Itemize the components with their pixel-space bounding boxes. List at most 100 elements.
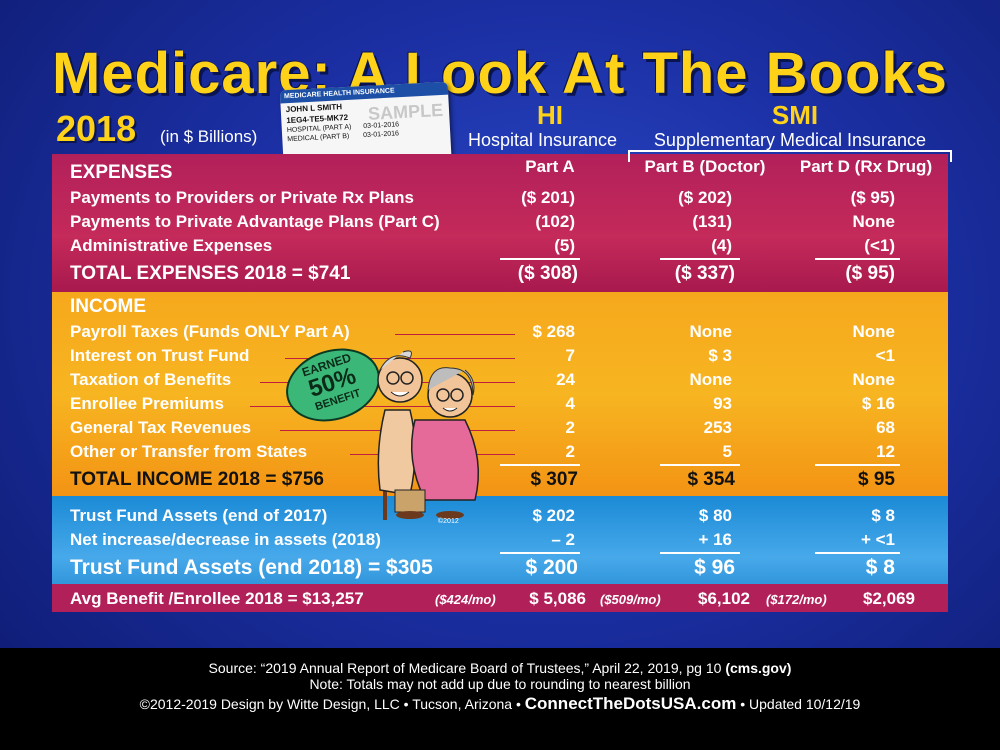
income-d: $ 16 xyxy=(861,394,895,413)
income-row-label: Interest on Trust Fund xyxy=(70,346,250,365)
expense-a: (102) xyxy=(535,212,575,231)
col-part-b: Part B (Doctor) xyxy=(644,157,766,176)
expense-b: (131) xyxy=(692,212,732,231)
expense-a: ($ 201) xyxy=(521,188,575,207)
income-a: $ 268 xyxy=(532,322,575,341)
trust-a: $ 202 xyxy=(532,506,575,525)
income-b: None xyxy=(689,370,733,389)
updated-date: • Updated 10/12/19 xyxy=(740,696,861,712)
leader-line xyxy=(395,334,515,335)
sum-line xyxy=(500,258,580,260)
expense-a: (5) xyxy=(554,236,575,255)
hi-subheader: Hospital Insurance xyxy=(467,130,618,150)
total-income-d: $ 95 xyxy=(858,469,895,490)
income-b: 5 xyxy=(722,442,732,461)
trust-total-a: $ 200 xyxy=(525,556,578,579)
avg-a: $ 5,086 xyxy=(529,589,586,608)
sum-line xyxy=(500,464,580,466)
total-expenses-d: ($ 95) xyxy=(845,263,895,284)
trust-row-label: Net increase/decrease in assets (2018) xyxy=(70,530,381,549)
trust-a: – 2 xyxy=(551,530,575,549)
credits-line: ©2012-2019 Design by Witte Design, LLC •… xyxy=(0,694,1000,714)
trust-fund-band xyxy=(52,496,948,584)
total-expenses-a: ($ 308) xyxy=(517,263,578,284)
website-link[interactable]: ConnectTheDotsUSA.com xyxy=(524,694,737,713)
source-site: (cms.gov) xyxy=(725,660,792,676)
trust-total-label: Trust Fund Assets (end 2018) = $305 xyxy=(70,556,433,579)
income-d: <1 xyxy=(875,346,895,365)
trust-d: + <1 xyxy=(860,530,895,549)
sum-line xyxy=(815,258,900,260)
smi-bracket xyxy=(628,150,952,162)
expense-row-label: Administrative Expenses xyxy=(70,236,273,255)
col-part-d: Part D (Rx Drug) xyxy=(799,157,933,176)
income-a: 2 xyxy=(565,442,575,461)
sum-line xyxy=(660,464,740,466)
card-medical: MEDICAL (PART B) xyxy=(287,132,350,144)
total-income-a: $ 307 xyxy=(530,469,578,490)
page-title: Medicare: A Look At The Books xyxy=(52,41,948,106)
total-income-b: $ 354 xyxy=(687,469,735,490)
rounding-note: Note: Totals may not add up due to round… xyxy=(309,676,691,692)
trust-total-b: $ 96 xyxy=(694,556,735,579)
expenses-band xyxy=(52,154,948,292)
income-a: 7 xyxy=(565,346,575,365)
income-band xyxy=(52,292,948,496)
income-b: 93 xyxy=(713,394,732,413)
smi-subheader: Supplementary Medical Insurance xyxy=(653,130,927,150)
smi-header: SMI xyxy=(771,100,819,130)
trust-row-label: Trust Fund Assets (end of 2017) xyxy=(70,506,328,525)
income-a: 2 xyxy=(565,418,575,437)
expense-row-label: Payments to Providers or Private Rx Plan… xyxy=(70,188,414,207)
total-income-label: TOTAL INCOME 2018 = $756 xyxy=(70,469,324,490)
col-part-a: Part A xyxy=(525,157,575,176)
income-heading: INCOME xyxy=(70,296,146,317)
card-watermark: SAMPLE xyxy=(367,99,444,124)
income-row-label: Other or Transfer from States xyxy=(70,442,308,461)
expense-b: (4) xyxy=(711,236,732,255)
footer-bar xyxy=(0,648,1000,750)
design-credit: ©2012-2019 Design by Witte Design, LLC •… xyxy=(139,696,521,712)
avg-a-monthly: ($424/mo) xyxy=(435,592,496,607)
expense-b: ($ 202) xyxy=(678,188,732,207)
income-d: 12 xyxy=(876,442,895,461)
income-row-label: General Tax Revenues xyxy=(70,418,252,437)
expenses-heading: EXPENSES xyxy=(70,162,173,183)
trust-b: $ 80 xyxy=(698,506,732,525)
sum-line xyxy=(660,258,740,260)
sum-line xyxy=(815,464,900,466)
income-b: 253 xyxy=(703,418,732,437)
hi-header: HI xyxy=(537,100,563,130)
sum-line xyxy=(815,552,900,554)
avg-b: $6,102 xyxy=(698,589,750,608)
elderly-couple-illustration xyxy=(377,350,480,520)
leader-line xyxy=(250,406,515,407)
expense-d: ($ 95) xyxy=(850,188,895,207)
income-d: None xyxy=(852,370,896,389)
income-a: 24 xyxy=(556,370,575,389)
income-b: $ 3 xyxy=(708,346,732,365)
sum-line xyxy=(660,552,740,554)
income-d: 68 xyxy=(876,418,895,437)
avg-benefit-band xyxy=(52,584,948,612)
trust-d: $ 8 xyxy=(871,506,895,525)
avg-d-monthly: ($172/mo) xyxy=(766,592,827,607)
units-label: (in $ Billions) xyxy=(160,127,258,146)
copyright-small: ©2012 xyxy=(438,518,459,525)
total-expenses-b: ($ 337) xyxy=(674,263,735,284)
expense-row-label: Payments to Private Advantage Plans (Par… xyxy=(70,212,440,231)
avg-d: $2,069 xyxy=(863,589,915,608)
year-label: 2018 xyxy=(56,108,137,149)
sum-line xyxy=(500,552,580,554)
income-row-label: Taxation of Benefits xyxy=(70,370,232,389)
avg-b-monthly: ($509/mo) xyxy=(600,592,661,607)
income-row-label: Enrollee Premiums xyxy=(70,394,225,413)
trust-b: + 16 xyxy=(698,530,732,549)
avg-benefit-label: Avg Benefit /Enrollee 2018 = $13,257 xyxy=(70,589,364,608)
expense-d: (<1) xyxy=(864,236,895,255)
source-line: Source: “2019 Annual Report of Medicare … xyxy=(0,660,1000,676)
income-row-label: Payroll Taxes (Funds ONLY Part A) xyxy=(70,322,350,341)
source-text: Source: “2019 Annual Report of Medicare … xyxy=(208,660,722,676)
income-d: None xyxy=(852,322,896,341)
income-a: 4 xyxy=(565,394,575,413)
